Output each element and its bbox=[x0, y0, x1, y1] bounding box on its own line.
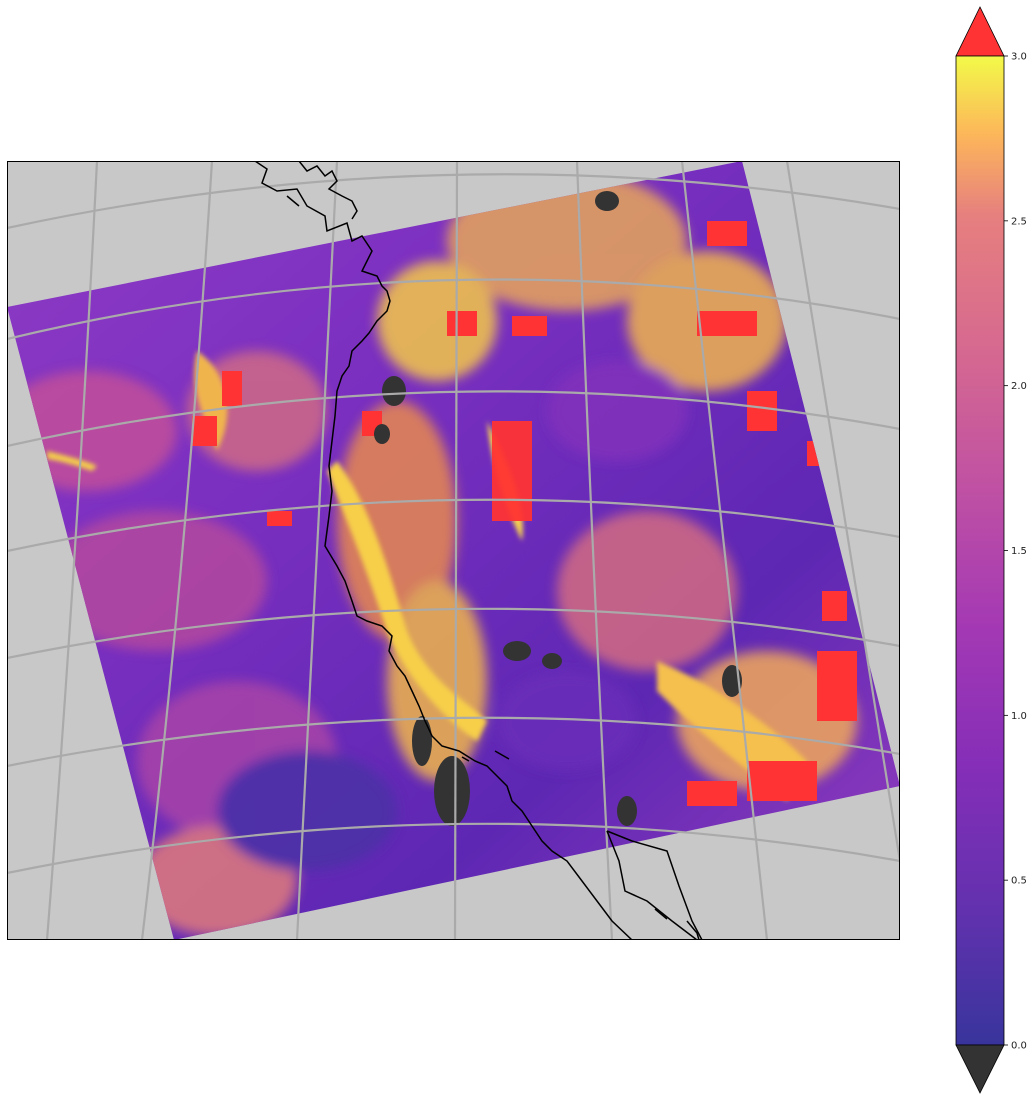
colorbar-svg: 0.0 0.5 1.0 1.5 2.0 2.5 3.0 bbox=[955, 6, 1027, 1094]
colorbar: 0.0 0.5 1.0 1.5 2.0 2.5 3.0 bbox=[955, 5, 1035, 1097]
map-canvas bbox=[7, 161, 900, 940]
colorbar-tick-label: 0.5 bbox=[1011, 876, 1027, 887]
colorbar-tick-label: 0.0 bbox=[1011, 1041, 1027, 1052]
colorbar-ticks: 0.0 0.5 1.0 1.5 2.0 2.5 3.0 bbox=[1004, 52, 1027, 1052]
satellite-swath bbox=[7, 161, 900, 940]
colorbar-tick-label: 2.5 bbox=[1011, 216, 1027, 227]
saturated-over-range bbox=[192, 221, 857, 806]
colorbar-over-extension bbox=[955, 6, 1005, 57]
coastline bbox=[254, 161, 703, 940]
below-range-areas bbox=[374, 191, 742, 861]
graticule bbox=[7, 161, 900, 940]
colorbar-tick-label: 1.0 bbox=[1011, 711, 1027, 722]
colorbar-tick-label: 1.5 bbox=[1011, 546, 1027, 557]
colorbar-tick-label: 3.0 bbox=[1011, 52, 1027, 63]
map-frame bbox=[7, 161, 900, 940]
map-panel bbox=[7, 161, 900, 940]
colorbar-under-extension bbox=[955, 1044, 1005, 1094]
colorbar-tick-label: 2.0 bbox=[1011, 381, 1027, 392]
